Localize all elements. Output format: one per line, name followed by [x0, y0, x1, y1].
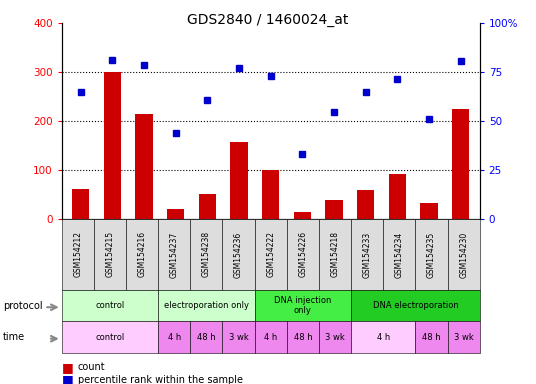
- Text: 4 h: 4 h: [264, 333, 277, 342]
- Bar: [357, 190, 375, 219]
- Text: protocol: protocol: [3, 301, 42, 311]
- Bar: [325, 200, 343, 219]
- Text: 3 wk: 3 wk: [229, 333, 248, 342]
- Text: count: count: [78, 362, 106, 372]
- Bar: [452, 109, 470, 219]
- Bar: [167, 209, 184, 219]
- Text: 4 h: 4 h: [377, 333, 390, 342]
- Text: electroporation only: electroporation only: [164, 301, 249, 310]
- Text: GDS2840 / 1460024_at: GDS2840 / 1460024_at: [187, 13, 349, 27]
- Text: percentile rank within the sample: percentile rank within the sample: [78, 375, 243, 384]
- Text: control: control: [95, 301, 124, 310]
- Text: GSM154226: GSM154226: [299, 231, 307, 278]
- Text: GSM154238: GSM154238: [202, 231, 211, 278]
- Text: control: control: [95, 333, 124, 342]
- Bar: [199, 194, 216, 219]
- Text: 3 wk: 3 wk: [454, 333, 473, 342]
- Text: DNA electroporation: DNA electroporation: [373, 301, 458, 310]
- Bar: [72, 189, 90, 219]
- Text: GSM154234: GSM154234: [395, 231, 404, 278]
- Text: GSM154233: GSM154233: [363, 231, 371, 278]
- Text: GSM154235: GSM154235: [427, 231, 436, 278]
- Bar: [230, 142, 248, 219]
- Text: time: time: [3, 332, 25, 342]
- Text: ■: ■: [62, 373, 73, 384]
- Text: GSM154212: GSM154212: [73, 232, 82, 277]
- Text: 48 h: 48 h: [422, 333, 441, 342]
- Text: GSM154216: GSM154216: [138, 231, 146, 278]
- Text: 3 wk: 3 wk: [325, 333, 345, 342]
- Bar: [103, 72, 121, 219]
- Text: ■: ■: [62, 361, 73, 374]
- Bar: [135, 114, 153, 219]
- Text: GSM154237: GSM154237: [170, 231, 178, 278]
- Text: 48 h: 48 h: [197, 333, 215, 342]
- Text: 48 h: 48 h: [294, 333, 312, 342]
- Text: GSM154222: GSM154222: [266, 232, 275, 277]
- Bar: [262, 170, 279, 219]
- Text: GSM154218: GSM154218: [331, 232, 339, 277]
- Text: GSM154236: GSM154236: [234, 231, 243, 278]
- Text: GSM154215: GSM154215: [106, 231, 114, 278]
- Bar: [294, 212, 311, 219]
- Text: 4 h: 4 h: [168, 333, 181, 342]
- Bar: [389, 174, 406, 219]
- Text: GSM154230: GSM154230: [459, 231, 468, 278]
- Text: DNA injection
only: DNA injection only: [274, 296, 332, 315]
- Bar: [420, 203, 438, 219]
